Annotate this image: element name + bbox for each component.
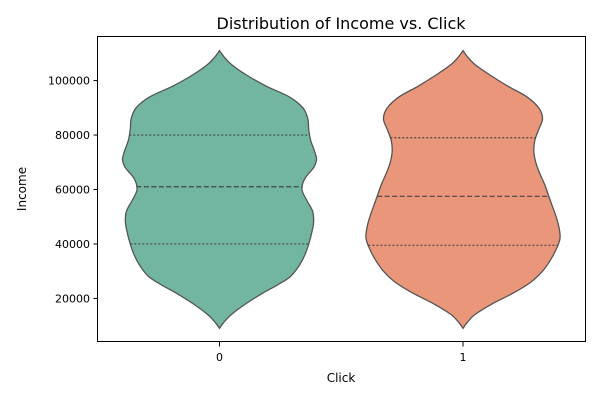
chart-title: Distribution of Income vs. Click: [217, 14, 467, 33]
violin-0: [121, 49, 318, 330]
x-tick-label: 0: [216, 351, 223, 364]
y-tick-label: 100000: [48, 75, 90, 88]
x-axis-label: Click: [327, 371, 356, 385]
violins-layer: [121, 49, 561, 330]
violin-1: [365, 49, 561, 330]
y-tick-label: 20000: [55, 292, 90, 305]
y-tick-label: 80000: [55, 129, 90, 142]
axes-layer: 20000 40000 60000 80000 100000 0 1: [48, 75, 467, 364]
y-tick-label: 40000: [55, 238, 90, 251]
x-tick-label: 1: [460, 351, 467, 364]
y-tick-label: 60000: [55, 184, 90, 197]
y-axis-label: Income: [15, 167, 29, 211]
